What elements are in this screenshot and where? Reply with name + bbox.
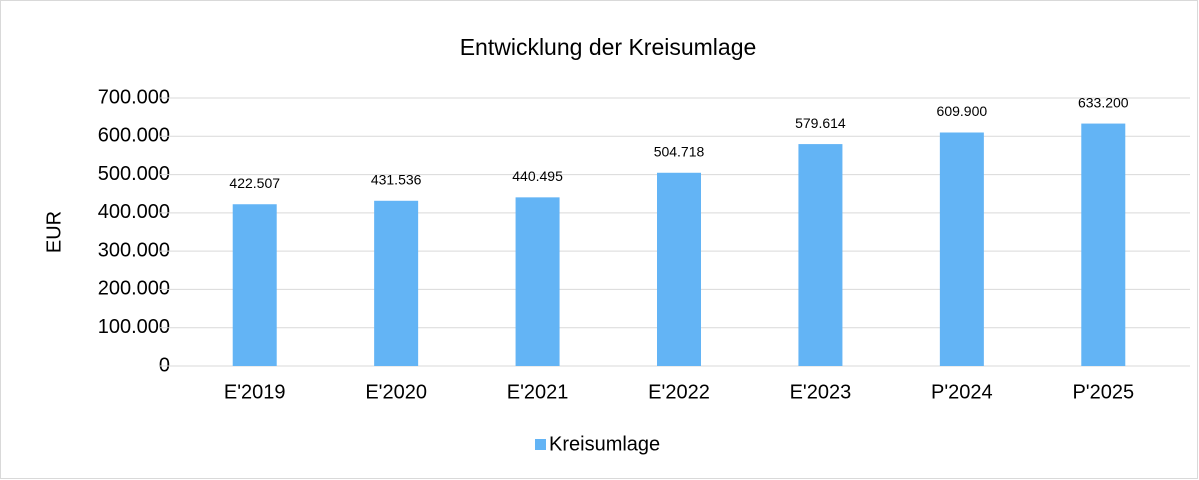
- x-tick-label: E'2023: [790, 381, 852, 403]
- bar: [1081, 123, 1126, 366]
- y-tick-label: 0: [159, 354, 170, 376]
- y-tick-label: 500.000: [98, 163, 170, 185]
- bar: [232, 204, 277, 366]
- x-tick-label: E'2019: [224, 381, 286, 403]
- y-tick-label: 100.000: [98, 316, 170, 338]
- chart-title: Entwicklung der Kreisumlage: [460, 34, 757, 60]
- bar: [515, 197, 560, 366]
- data-label: 440.495: [512, 168, 563, 184]
- legend-label: Kreisumlage: [549, 433, 660, 455]
- bar: [798, 144, 843, 366]
- y-tick-label: 200.000: [98, 278, 170, 300]
- x-tick-label: P'2025: [1072, 381, 1134, 403]
- bar: [374, 200, 419, 366]
- data-label: 579.614: [795, 115, 846, 131]
- data-label: 504.718: [654, 143, 705, 159]
- data-label: 422.507: [229, 175, 280, 191]
- y-tick-label: 700.000: [98, 86, 170, 108]
- data-label: 431.536: [371, 171, 422, 187]
- x-tick-label: E'2020: [365, 381, 427, 403]
- y-axis-label: EUR: [43, 211, 65, 253]
- data-label: 609.900: [937, 103, 988, 119]
- bar: [939, 132, 984, 366]
- y-tick-label: 400.000: [98, 201, 170, 223]
- x-tick-label: E'2022: [648, 381, 710, 403]
- y-tick-label: 600.000: [98, 125, 170, 147]
- data-label: 633.200: [1078, 94, 1129, 110]
- x-tick-label: E'2021: [507, 381, 569, 403]
- y-tick-label: 300.000: [98, 239, 170, 261]
- x-tick-label: P'2024: [931, 381, 993, 403]
- legend-swatch: [535, 439, 546, 450]
- bar: [657, 172, 701, 366]
